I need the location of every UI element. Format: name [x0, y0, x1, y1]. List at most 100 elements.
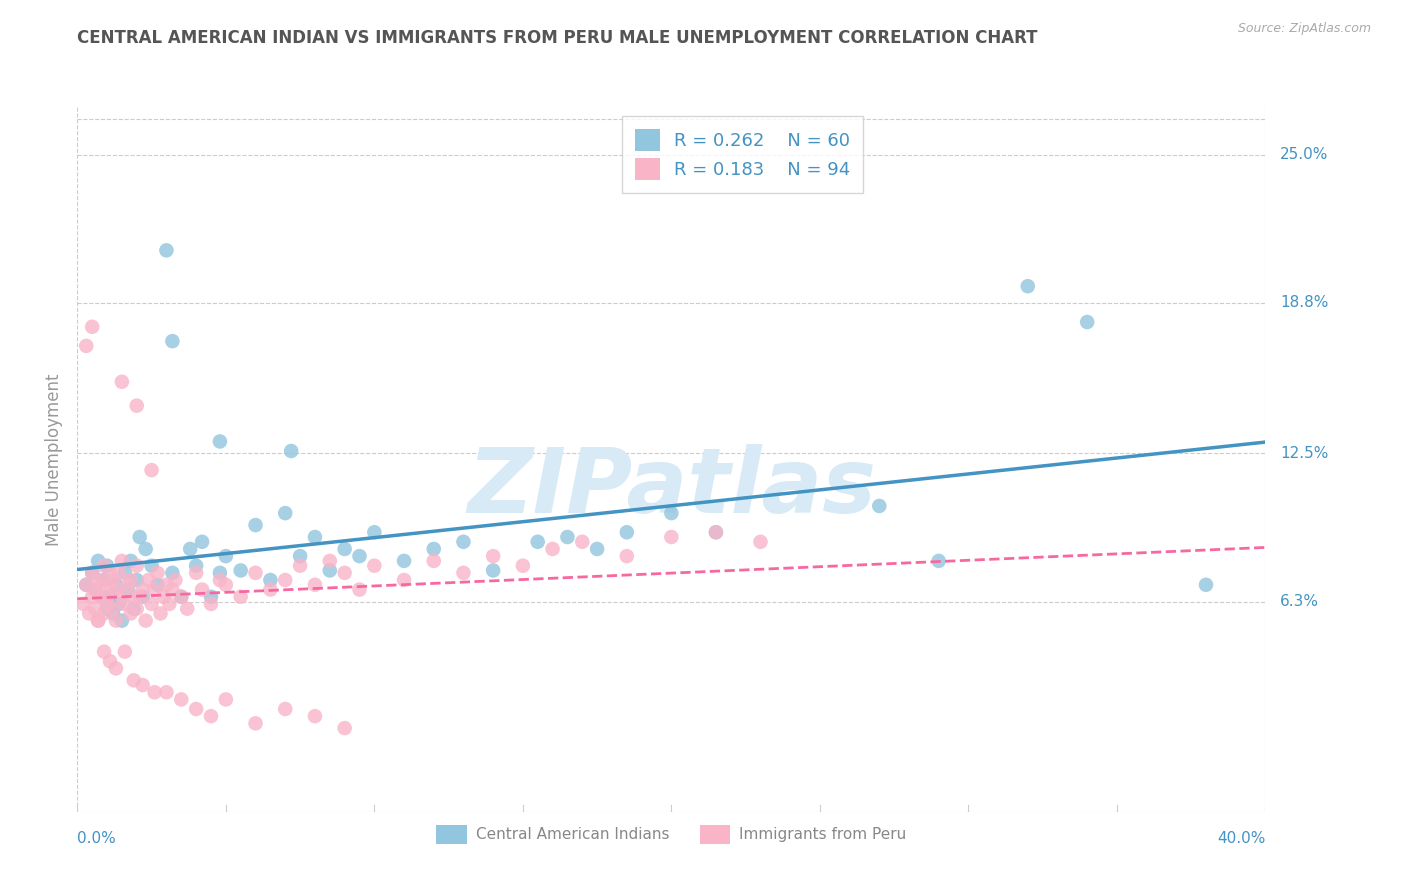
Point: [104, 661, 127, 675]
Point: [333, 541, 356, 556]
Point: [274, 573, 297, 587]
Text: 40.0%: 40.0%: [1218, 830, 1265, 846]
Point: [333, 721, 356, 735]
Text: 12.5%: 12.5%: [1281, 446, 1329, 461]
Point: [170, 590, 193, 604]
Point: [162, 582, 184, 597]
Point: [928, 554, 950, 568]
Point: [125, 601, 148, 615]
Point: [453, 566, 475, 580]
Text: ZIPatlas: ZIPatlas: [467, 443, 876, 532]
Point: [143, 685, 166, 699]
Point: [704, 525, 727, 540]
Point: [111, 554, 134, 568]
Point: [422, 554, 444, 568]
Point: [87, 614, 110, 628]
Point: [215, 578, 238, 592]
Legend: Central American Indians, Immigrants from Peru: Central American Indians, Immigrants fro…: [430, 819, 912, 850]
Point: [108, 597, 131, 611]
Point: [170, 692, 193, 706]
Point: [84, 582, 107, 597]
Point: [93, 573, 115, 587]
Point: [117, 578, 139, 592]
Point: [72, 597, 94, 611]
Point: [333, 566, 356, 580]
Point: [274, 506, 297, 520]
Text: CENTRAL AMERICAN INDIAN VS IMMIGRANTS FROM PERU MALE UNEMPLOYMENT CORRELATION CH: CENTRAL AMERICAN INDIAN VS IMMIGRANTS FR…: [77, 29, 1038, 46]
Point: [616, 549, 638, 563]
Point: [259, 582, 281, 597]
Point: [245, 566, 267, 580]
Point: [90, 590, 112, 604]
Point: [215, 549, 238, 563]
Text: Source: ZipAtlas.com: Source: ZipAtlas.com: [1237, 22, 1371, 36]
Point: [152, 590, 174, 604]
Point: [114, 645, 136, 659]
Point: [104, 578, 127, 592]
Point: [120, 607, 142, 621]
Point: [128, 530, 150, 544]
Point: [93, 558, 115, 573]
Point: [482, 564, 505, 578]
Point: [155, 244, 177, 258]
Point: [349, 582, 371, 597]
Point: [157, 597, 180, 611]
Point: [704, 525, 727, 540]
Point: [179, 541, 201, 556]
Point: [176, 601, 198, 615]
Point: [482, 549, 505, 563]
Point: [541, 541, 564, 556]
Point: [82, 590, 104, 604]
Point: [162, 334, 184, 348]
Point: [453, 534, 475, 549]
Point: [208, 566, 231, 580]
Text: 18.8%: 18.8%: [1281, 295, 1329, 310]
Point: [128, 590, 150, 604]
Point: [101, 607, 124, 621]
Point: [98, 578, 121, 592]
Point: [162, 566, 184, 580]
Point: [131, 590, 153, 604]
Point: [93, 645, 115, 659]
Point: [82, 319, 104, 334]
Point: [125, 573, 148, 587]
Point: [120, 573, 142, 587]
Point: [141, 597, 163, 611]
Point: [319, 564, 342, 578]
Point: [165, 573, 187, 587]
Point: [111, 375, 134, 389]
Point: [259, 573, 281, 587]
Point: [288, 558, 311, 573]
Point: [146, 566, 169, 580]
Point: [186, 558, 208, 573]
Point: [616, 525, 638, 540]
Point: [661, 506, 683, 520]
Point: [108, 566, 131, 580]
Point: [215, 692, 238, 706]
Point: [111, 590, 134, 604]
Point: [208, 434, 231, 449]
Point: [392, 573, 415, 587]
Point: [111, 614, 134, 628]
Point: [288, 549, 311, 563]
Point: [141, 463, 163, 477]
Point: [392, 554, 415, 568]
Point: [75, 339, 97, 353]
Point: [363, 558, 385, 573]
Point: [98, 654, 121, 668]
Point: [229, 590, 252, 604]
Point: [1017, 279, 1039, 293]
Point: [75, 578, 97, 592]
Text: 25.0%: 25.0%: [1281, 147, 1329, 162]
Point: [200, 709, 222, 723]
Point: [131, 582, 153, 597]
Point: [280, 444, 302, 458]
Point: [186, 566, 208, 580]
Point: [101, 601, 124, 615]
Point: [75, 578, 97, 592]
Y-axis label: Male Unemployment: Male Unemployment: [45, 373, 63, 546]
Point: [422, 541, 444, 556]
Point: [122, 590, 145, 604]
Point: [96, 597, 118, 611]
Point: [125, 399, 148, 413]
